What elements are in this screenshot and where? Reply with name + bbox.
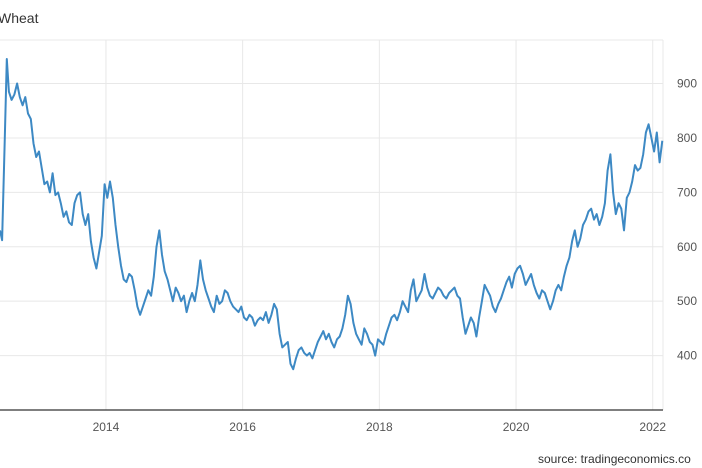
y-tick-label: 600 [677,240,697,254]
chart-title: Wheat [0,10,39,26]
y-tick-label: 500 [677,294,697,308]
x-tick-label: 2022 [639,420,666,434]
y-tick-label: 400 [677,349,697,363]
y-tick-label: 800 [677,131,697,145]
x-tick-label: 2018 [366,420,393,434]
source-label: source: tradingeconomics.co [538,452,691,466]
grid-lines [0,39,664,410]
x-tick-label: 2016 [229,420,256,434]
y-tick-label: 900 [677,77,697,91]
x-tick-label: 2020 [503,420,530,434]
y-tick-label: 700 [677,185,697,199]
wheat-price-line [0,58,664,371]
x-axis-ticks: 2014 2016 2018 2020 2022 [93,420,667,434]
x-tick-label: 2014 [93,420,120,434]
y-axis-ticks: 400 500 600 700 800 900 [677,77,697,363]
